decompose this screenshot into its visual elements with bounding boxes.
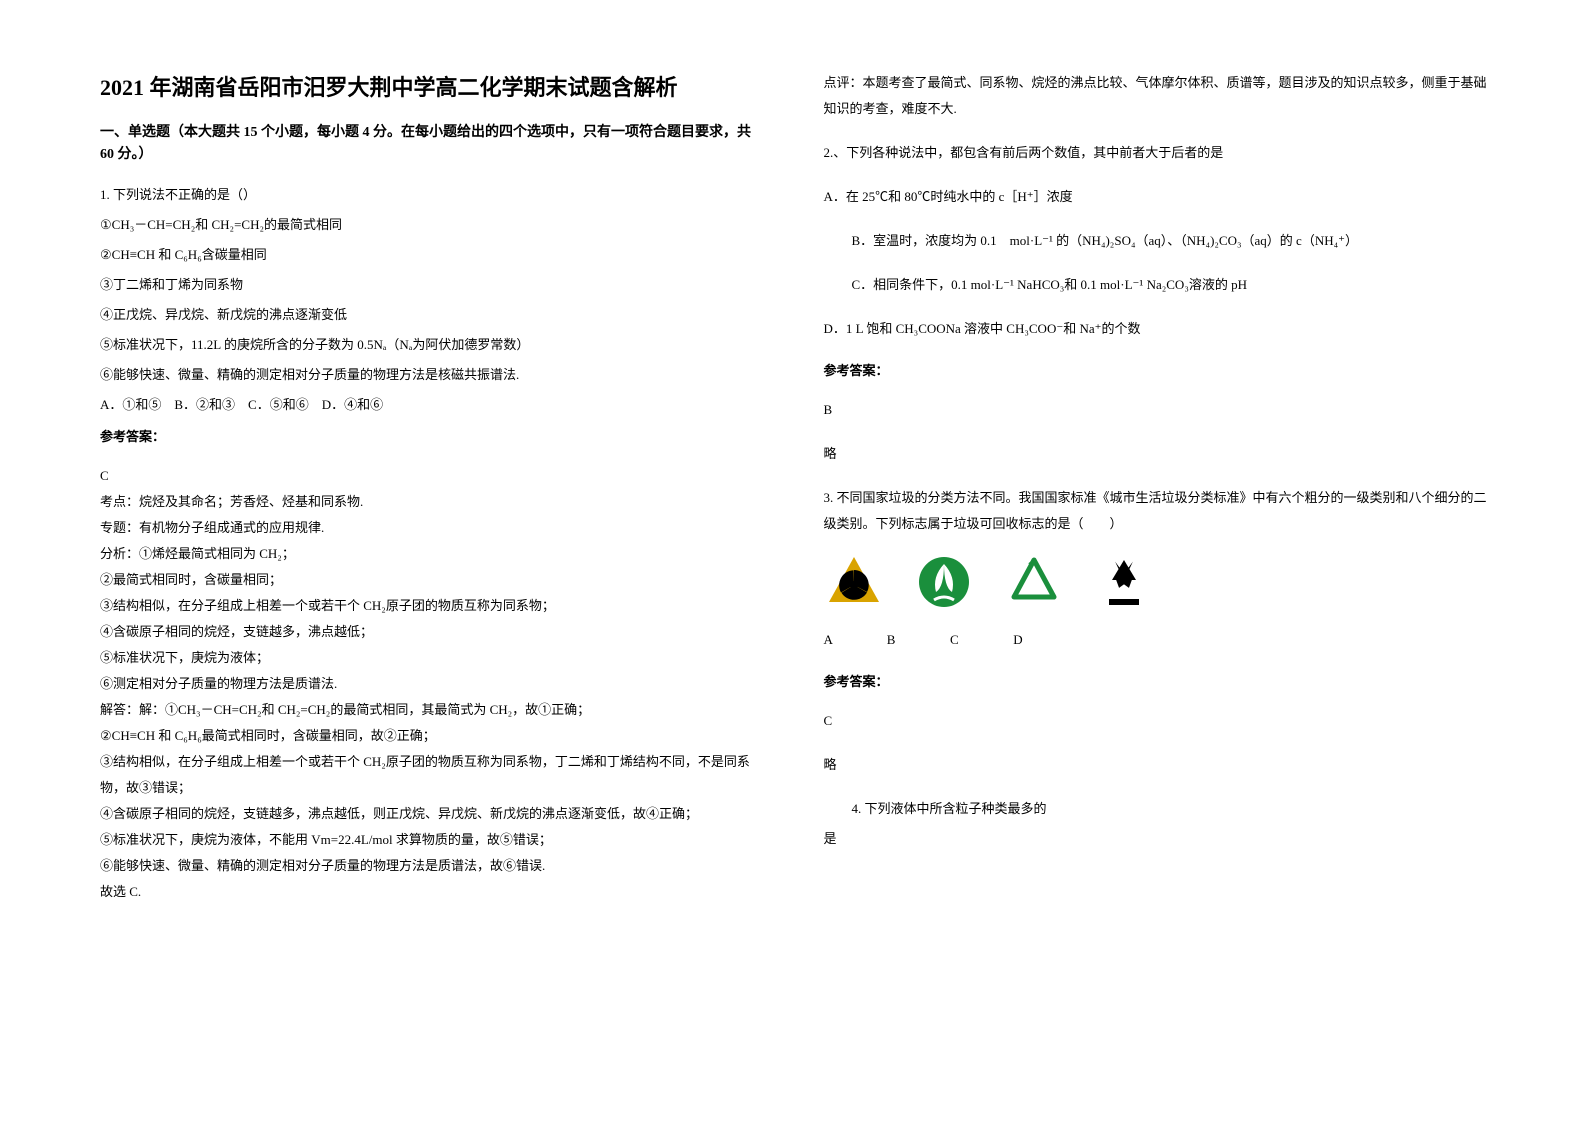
leaf-icon: [914, 552, 974, 612]
page-container: 2021 年湖南省岳阳市汨罗大荆中学高二化学期末试题含解析 一、单选题（本大题共…: [100, 70, 1487, 905]
q1-a1: 考点：烷烃及其命名；芳香烃、烃基和同系物.: [100, 489, 764, 515]
q1-a4: ②最简式相同时，含碳量相同；: [100, 567, 764, 593]
icon-row: [824, 552, 1488, 612]
q3-note: 略: [824, 752, 1488, 778]
recycle-triangle-icon: [1004, 552, 1064, 612]
recycle-arrows-icon: [1094, 552, 1154, 612]
q2-stem: 2.、下列各种说法中，都包含有前后两个数值，其中前者大于后者的是: [824, 140, 1488, 166]
q3-optA: A: [824, 627, 884, 653]
q1-line1: ①CH₃－CH=CH₂和 CH₂=CH₂的最简式相同: [100, 212, 764, 238]
q1-a2: 专题：有机物分子组成通式的应用规律.: [100, 515, 764, 541]
q1-a3: 分析：①烯烃最简式相同为 CH₂；: [100, 541, 764, 567]
q2-note: 略: [824, 441, 1488, 467]
q3-optC: C: [950, 627, 1010, 653]
q1-answer-label: 参考答案：: [100, 426, 764, 445]
col2-top1: 点评：本题考查了最简式、同系物、烷烃的沸点比较、气体摩尔体积、质谱等，题目涉及的…: [824, 70, 1488, 122]
q1-options: A．①和⑤ B．②和③ C．⑤和⑥ D．④和⑥: [100, 392, 764, 418]
q1-line4: ④正戊烷、异戊烷、新戊烷的沸点逐渐变低: [100, 302, 764, 328]
q3-optD: D: [1013, 627, 1073, 653]
q1-a15: 故选 C.: [100, 879, 764, 905]
q1-a7: ⑤标准状况下，庚烷为液体；: [100, 645, 764, 671]
left-column: 2021 年湖南省岳阳市汨罗大荆中学高二化学期末试题含解析 一、单选题（本大题共…: [100, 70, 764, 905]
q1-a6: ④含碳原子相同的烷烃，支链越多，沸点越低；: [100, 619, 764, 645]
q1-a13: ⑤标准状况下，庚烷为液体，不能用 Vm=22.4L/mol 求算物质的量，故⑤错…: [100, 827, 764, 853]
q1-line3: ③丁二烯和丁烯为同系物: [100, 272, 764, 298]
q1-stem: 1. 下列说法不正确的是（）: [100, 182, 764, 208]
q1-answer: C: [100, 463, 764, 489]
q2-optD: D．1 L 饱和 CH₃COONa 溶液中 CH₃COO⁻和 Na⁺的个数: [824, 316, 1488, 342]
q1-line5: ⑤标准状况下，11.2L 的庚烷所含的分子数为 0.5Nₐ（Nₐ为阿伏加德罗常数…: [100, 332, 764, 358]
q3-answer-label: 参考答案：: [824, 671, 1488, 690]
q1-a5: ③结构相似，在分子组成上相差一个或若干个 CH₂原子团的物质互称为同系物；: [100, 593, 764, 619]
q2-optC: C．相同条件下，0.1 mol·L⁻¹ NaHCO₃和 0.1 mol·L⁻¹ …: [824, 272, 1488, 298]
q4-cont: 是: [824, 826, 1488, 852]
q2-answer: B: [824, 397, 1488, 423]
q1-a8: ⑥测定相对分子质量的物理方法是质谱法.: [100, 671, 764, 697]
q1-a12: ④含碳原子相同的烷烃，支链越多，沸点越低，则正戊烷、异戊烷、新戊烷的沸点逐渐变低…: [100, 801, 764, 827]
right-column: 点评：本题考查了最简式、同系物、烷烃的沸点比较、气体摩尔体积、质谱等，题目涉及的…: [824, 70, 1488, 905]
page-title: 2021 年湖南省岳阳市汨罗大荆中学高二化学期末试题含解析: [100, 70, 764, 102]
q1-a9: 解答：解：①CH₃－CH=CH₂和 CH₂=CH₂的最简式相同，其最简式为 CH…: [100, 697, 764, 723]
q1-line6: ⑥能够快速、微量、精确的测定相对分子质量的物理方法是核磁共振谱法.: [100, 362, 764, 388]
q1-line2: ②CH≡CH 和 C₆H₆含碳量相同: [100, 242, 764, 268]
q3-optB: B: [887, 627, 947, 653]
q1-a10: ②CH≡CH 和 C₆H₆最简式相同时，含碳量相同，故②正确；: [100, 723, 764, 749]
q4-stem: 4. 下列液体中所含粒子种类最多的: [824, 796, 1488, 822]
q3-stem: 3. 不同国家垃圾的分类方法不同。我国国家标准《城市生活垃圾分类标准》中有六个粗…: [824, 485, 1488, 537]
q1-a14: ⑥能够快速、微量、精确的测定相对分子质量的物理方法是质谱法，故⑥错误.: [100, 853, 764, 879]
radiation-icon: [824, 552, 884, 612]
section-header: 一、单选题（本大题共 15 个小题，每小题 4 分。在每小题给出的四个选项中，只…: [100, 122, 764, 167]
q2-answer-label: 参考答案：: [824, 360, 1488, 379]
q1-a11: ③结构相似，在分子组成上相差一个或若干个 CH₂原子团的物质互称为同系物，丁二烯…: [100, 749, 764, 801]
q3-option-row: A B C D: [824, 627, 1488, 653]
q2-optB: B．室温时，浓度均为 0.1 mol·L⁻¹ 的（NH₄)₂SO₄（aq）、（N…: [824, 228, 1488, 254]
q3-answer: C: [824, 708, 1488, 734]
q2-optA: A．在 25℃和 80℃时纯水中的 c［H⁺］浓度: [824, 184, 1488, 210]
